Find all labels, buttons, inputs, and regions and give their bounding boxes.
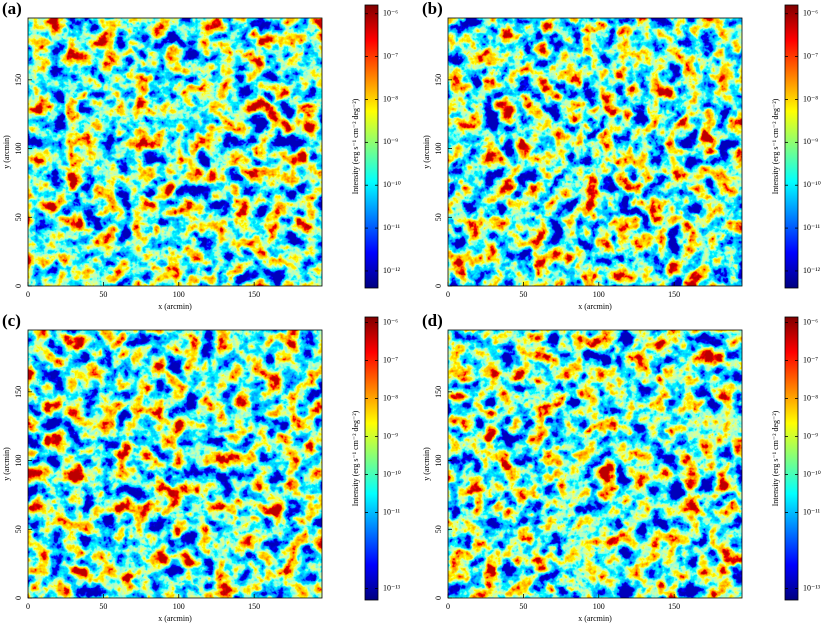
colorbar-tick-label: 10⁻¹³ bbox=[383, 583, 401, 592]
colorbar-tick-label: 10⁻⁹ bbox=[383, 137, 398, 146]
colorbar bbox=[784, 4, 799, 289]
x-tick-label: 100 bbox=[173, 602, 185, 611]
colorbar-tick-label: 10⁻¹⁰ bbox=[383, 469, 401, 478]
colorbar-tick-label: 10⁻¹¹ bbox=[383, 507, 401, 516]
colorbar-tick-label: 10⁻⁸ bbox=[383, 94, 398, 103]
y-tick-label: 100 bbox=[434, 455, 443, 467]
colorbar bbox=[364, 316, 379, 601]
panel-label: (a) bbox=[2, 0, 22, 18]
colorbar-tick-label: 10⁻⁸ bbox=[803, 393, 818, 402]
y-tick-label: 150 bbox=[14, 386, 23, 398]
y-tick-label: 0 bbox=[14, 284, 23, 288]
y-tick-label: 50 bbox=[434, 213, 443, 221]
colorbar-tick-label: 10⁻¹⁰ bbox=[803, 469, 821, 478]
colorbar-tick-label: 10⁻⁶ bbox=[803, 317, 818, 326]
y-tick-label: 50 bbox=[434, 525, 443, 533]
colorbar-label: Intensity (erg s⁻¹ cm⁻² deg⁻²) bbox=[351, 98, 360, 194]
y-tick-label: 0 bbox=[434, 596, 443, 600]
colorbar-label: Intensity (erg s⁻¹ cm⁻² deg⁻²) bbox=[771, 410, 780, 506]
panel: (c) 0 50 100 150 0 50 100 150 x (arcmin) y (arcmin… bbox=[2, 311, 401, 623]
colorbar-tick-label: 10⁻⁸ bbox=[383, 393, 398, 402]
colorbar-tick-label: 10⁻⁷ bbox=[803, 51, 818, 60]
colorbar bbox=[784, 316, 799, 601]
colorbar-tick-label: 10⁻⁸ bbox=[803, 94, 818, 103]
y-axis-label: y (arcmin) bbox=[422, 447, 431, 481]
y-tick-label: 0 bbox=[434, 284, 443, 288]
panel-label: (d) bbox=[422, 311, 443, 330]
x-tick-label: 50 bbox=[99, 602, 107, 611]
intensity-map bbox=[448, 18, 742, 286]
colorbar-tick-label: 10⁻⁷ bbox=[383, 355, 398, 364]
y-tick-label: 50 bbox=[14, 213, 23, 221]
colorbar-tick-label: 10⁻¹¹ bbox=[383, 223, 401, 232]
x-tick-label: 50 bbox=[519, 290, 527, 299]
colorbar-label: Intensity (erg s⁻¹ cm⁻² deg⁻²) bbox=[351, 410, 360, 506]
colorbar-tick-label: 10⁻¹² bbox=[383, 266, 401, 275]
colorbar-tick-label: 10⁻⁷ bbox=[803, 355, 818, 364]
colorbar-tick-label: 10⁻¹¹ bbox=[803, 223, 821, 232]
x-tick-label: 0 bbox=[446, 602, 450, 611]
colorbar-tick-label: 10⁻⁹ bbox=[803, 137, 818, 146]
intensity-map bbox=[448, 330, 742, 598]
y-tick-label: 100 bbox=[14, 455, 23, 467]
x-axis-label: x (arcmin) bbox=[578, 302, 612, 311]
x-axis-label: x (arcmin) bbox=[578, 614, 612, 623]
x-tick-label: 0 bbox=[446, 290, 450, 299]
y-axis-label: y (arcmin) bbox=[2, 135, 11, 169]
x-tick-label: 150 bbox=[248, 602, 260, 611]
x-tick-label: 0 bbox=[26, 602, 30, 611]
x-axis-label: x (arcmin) bbox=[158, 302, 192, 311]
y-tick-label: 0 bbox=[14, 596, 23, 600]
intensity-map bbox=[28, 330, 322, 598]
plot-frame bbox=[447, 329, 743, 599]
colorbar-tick-label: 10⁻⁹ bbox=[383, 431, 398, 440]
colorbar-tick-label: 10⁻⁶ bbox=[383, 9, 398, 18]
plot-frame bbox=[27, 17, 323, 287]
colorbar-tick-label: 10⁻¹¹ bbox=[803, 507, 821, 516]
x-tick-label: 100 bbox=[173, 290, 185, 299]
panel: (b) 0 50 100 150 0 50 100 150 x (arcmin) y (arcmin… bbox=[422, 0, 821, 311]
colorbar bbox=[364, 4, 379, 289]
colorbar-tick-label: 10⁻⁶ bbox=[803, 9, 818, 18]
x-tick-label: 150 bbox=[248, 290, 260, 299]
y-tick-label: 50 bbox=[14, 525, 23, 533]
y-tick-label: 150 bbox=[434, 74, 443, 86]
x-tick-label: 100 bbox=[593, 290, 605, 299]
x-tick-label: 50 bbox=[99, 290, 107, 299]
x-tick-label: 0 bbox=[26, 290, 30, 299]
colorbar-tick-label: 10⁻¹³ bbox=[803, 583, 821, 592]
x-tick-label: 150 bbox=[668, 602, 680, 611]
y-tick-label: 100 bbox=[14, 143, 23, 155]
x-tick-label: 150 bbox=[668, 290, 680, 299]
plot-frame bbox=[27, 329, 323, 599]
intensity-map bbox=[28, 18, 322, 286]
panel: (a) 0 50 100 150 0 50 100 150 x (arcmin) y (arcmin… bbox=[2, 0, 401, 311]
y-tick-label: 150 bbox=[434, 386, 443, 398]
x-tick-label: 100 bbox=[593, 602, 605, 611]
panel-label: (c) bbox=[2, 311, 21, 330]
panel: (d) 0 50 100 150 0 50 100 150 x (arcmin) y (arcmin… bbox=[422, 311, 821, 623]
colorbar-tick-label: 10⁻¹⁰ bbox=[803, 180, 821, 189]
colorbar-tick-label: 10⁻⁶ bbox=[383, 317, 398, 326]
colorbar-tick-label: 10⁻⁷ bbox=[383, 51, 398, 60]
x-tick-label: 50 bbox=[519, 602, 527, 611]
plot-frame bbox=[447, 17, 743, 287]
y-tick-label: 100 bbox=[434, 143, 443, 155]
y-axis-label: y (arcmin) bbox=[2, 447, 11, 481]
colorbar-tick-label: 10⁻⁹ bbox=[803, 431, 818, 440]
x-axis-label: x (arcmin) bbox=[158, 614, 192, 623]
y-axis-label: y (arcmin) bbox=[422, 135, 431, 169]
colorbar-tick-label: 10⁻¹⁰ bbox=[383, 180, 401, 189]
colorbar-tick-label: 10⁻¹² bbox=[803, 266, 821, 275]
panel-label: (b) bbox=[422, 0, 443, 18]
colorbar-label: Intensity (erg s⁻¹ cm⁻² deg⁻²) bbox=[771, 98, 780, 194]
y-tick-label: 150 bbox=[14, 74, 23, 86]
